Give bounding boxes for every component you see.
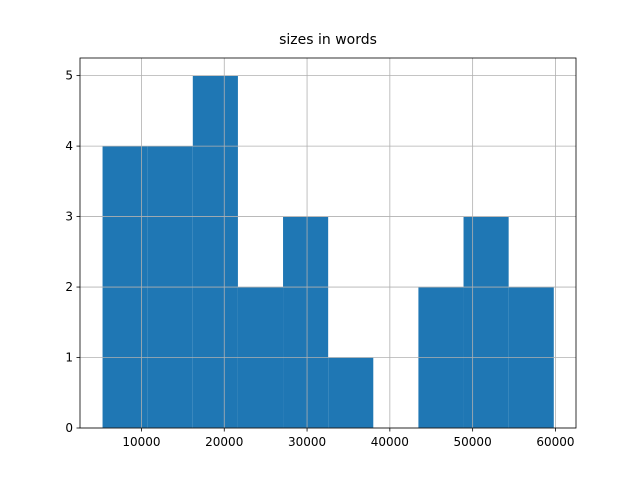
x-tick-label: 40000 xyxy=(371,435,409,449)
x-tick-label: 20000 xyxy=(205,435,243,449)
x-tick-label: 10000 xyxy=(122,435,160,449)
y-tick-label: 0 xyxy=(65,421,73,435)
y-tick-label: 3 xyxy=(65,210,73,224)
bar xyxy=(192,75,238,428)
y-tick-label: 5 xyxy=(65,69,73,83)
bar xyxy=(463,216,509,428)
y-tick-label: 4 xyxy=(65,139,73,153)
x-tick-label: 30000 xyxy=(288,435,326,449)
bar xyxy=(283,216,329,428)
x-tick-label: 50000 xyxy=(454,435,492,449)
chart-title: sizes in words xyxy=(279,32,377,48)
y-tick-label: 2 xyxy=(65,280,73,294)
y-tick-label: 1 xyxy=(65,351,73,365)
axes-frame xyxy=(79,57,577,429)
x-tick-label: 60000 xyxy=(536,435,574,449)
bar xyxy=(328,357,374,428)
